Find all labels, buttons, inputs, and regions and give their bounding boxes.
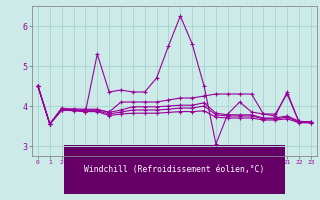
X-axis label: Windchill (Refroidissement éolien,°C): Windchill (Refroidissement éolien,°C) (84, 165, 265, 174)
